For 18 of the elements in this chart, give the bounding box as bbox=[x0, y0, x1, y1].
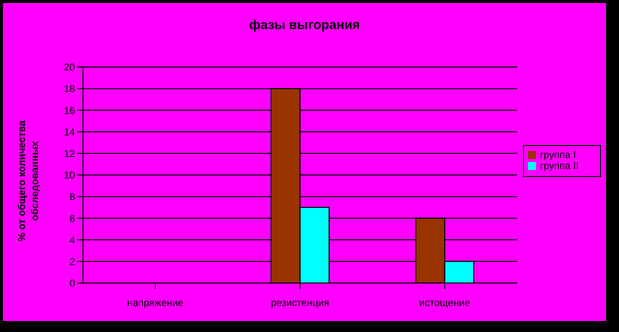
y-axis-title: % от общего количества обследованных bbox=[17, 120, 41, 242]
y-tick-label: 8 bbox=[69, 192, 76, 204]
y-tick-label: 16 bbox=[64, 106, 76, 117]
y-tick-label: 4 bbox=[69, 235, 76, 246]
x-tick-label: напряжение bbox=[127, 298, 184, 310]
legend-label: группа I bbox=[540, 150, 576, 161]
y-tick-label: 6 bbox=[69, 214, 76, 225]
x-tick-label: резистенция bbox=[270, 298, 330, 310]
y-tick-label: 2 bbox=[69, 256, 76, 268]
x-tick-label: истощение bbox=[419, 298, 471, 310]
y-tick-label: 0 bbox=[69, 278, 76, 290]
y-tick-label: 10 bbox=[64, 170, 76, 182]
y-tick-label: 20 bbox=[64, 62, 76, 74]
y-tick-label: 14 bbox=[64, 127, 76, 138]
legend-label: группа II bbox=[540, 161, 579, 172]
chart-title: фазы выгорания bbox=[248, 17, 361, 32]
y-tick-label: 18 bbox=[64, 84, 76, 96]
y-tick-label: 12 bbox=[64, 148, 76, 160]
